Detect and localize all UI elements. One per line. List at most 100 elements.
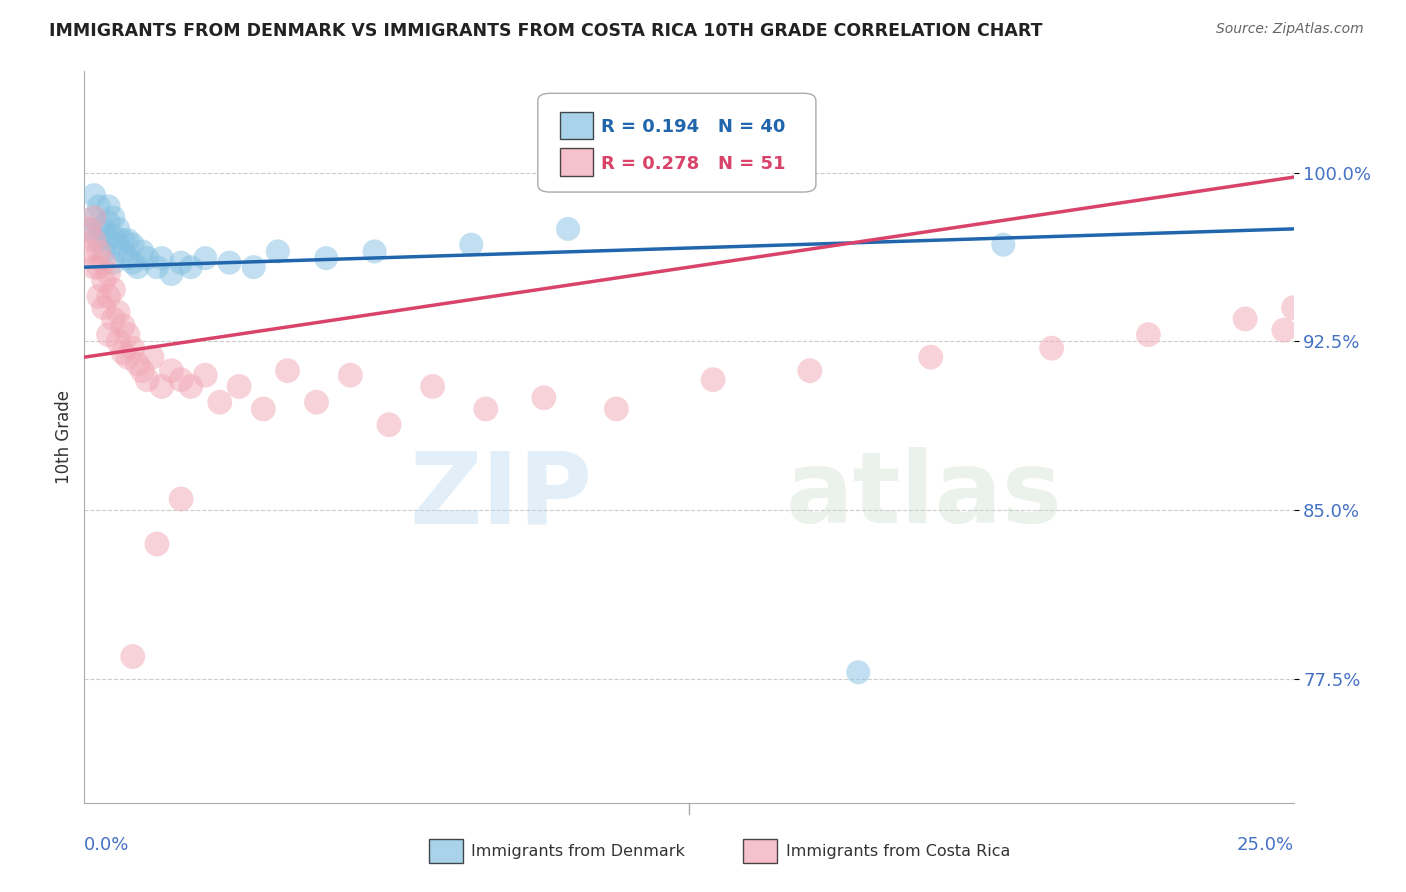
Point xyxy=(136,251,159,265)
Point xyxy=(170,373,193,387)
Point xyxy=(339,368,361,383)
Point xyxy=(378,417,401,432)
Point xyxy=(83,188,105,202)
Point xyxy=(305,395,328,409)
Point xyxy=(107,237,129,252)
Point xyxy=(131,244,153,259)
Point xyxy=(103,228,125,243)
Point xyxy=(702,373,724,387)
Point xyxy=(83,211,105,225)
Point xyxy=(121,341,143,355)
Point xyxy=(533,391,555,405)
Text: 25.0%: 25.0% xyxy=(1236,836,1294,854)
Point xyxy=(93,255,115,269)
Point xyxy=(107,222,129,236)
Point xyxy=(97,233,120,247)
Point xyxy=(170,255,193,269)
Point xyxy=(194,251,217,265)
Point xyxy=(218,255,240,269)
Point xyxy=(1137,327,1160,342)
Point xyxy=(121,649,143,664)
Text: Source: ZipAtlas.com: Source: ZipAtlas.com xyxy=(1216,22,1364,37)
FancyBboxPatch shape xyxy=(429,839,463,863)
Point xyxy=(160,267,183,281)
Point xyxy=(121,255,143,269)
Point xyxy=(117,251,139,265)
Point xyxy=(77,244,100,259)
Point xyxy=(93,301,115,315)
Point xyxy=(83,233,105,247)
Point xyxy=(107,305,129,319)
FancyBboxPatch shape xyxy=(560,112,593,139)
Point xyxy=(208,395,231,409)
Text: atlas: atlas xyxy=(786,447,1063,544)
Point xyxy=(146,537,169,551)
Point xyxy=(194,368,217,383)
Point xyxy=(87,289,110,303)
Point xyxy=(846,665,869,680)
Y-axis label: 10th Grade: 10th Grade xyxy=(55,390,73,484)
Point xyxy=(103,283,125,297)
Text: ZIP: ZIP xyxy=(409,447,592,544)
FancyBboxPatch shape xyxy=(560,148,593,176)
Point xyxy=(363,244,385,259)
Point xyxy=(141,350,163,364)
Point xyxy=(117,350,139,364)
Point xyxy=(97,215,120,229)
Text: IMMIGRANTS FROM DENMARK VS IMMIGRANTS FROM COSTA RICA 10TH GRADE CORRELATION CHA: IMMIGRANTS FROM DENMARK VS IMMIGRANTS FR… xyxy=(49,22,1043,40)
Point xyxy=(77,222,100,236)
Point xyxy=(146,260,169,275)
Point xyxy=(97,327,120,342)
Text: 0.0%: 0.0% xyxy=(84,836,129,854)
Point xyxy=(87,199,110,213)
Point xyxy=(103,211,125,225)
FancyBboxPatch shape xyxy=(538,94,815,192)
Point xyxy=(252,401,274,416)
Point xyxy=(93,244,115,259)
Point xyxy=(170,491,193,506)
Point xyxy=(1282,301,1305,315)
Point xyxy=(475,401,498,416)
Point xyxy=(1040,341,1063,355)
Point xyxy=(112,233,135,247)
Point xyxy=(1272,323,1295,337)
Point xyxy=(799,364,821,378)
Point xyxy=(117,233,139,247)
Text: R = 0.278   N = 51: R = 0.278 N = 51 xyxy=(600,154,785,172)
Point xyxy=(103,312,125,326)
Point xyxy=(127,357,149,371)
Point xyxy=(83,211,105,225)
Point xyxy=(112,318,135,333)
Point xyxy=(87,260,110,275)
Point xyxy=(150,379,173,393)
Point xyxy=(87,244,110,259)
Point xyxy=(150,251,173,265)
Point xyxy=(93,222,115,236)
Text: Immigrants from Costa Rica: Immigrants from Costa Rica xyxy=(786,844,1010,859)
Point xyxy=(131,364,153,378)
Point xyxy=(180,379,202,393)
Point xyxy=(87,233,110,247)
Point xyxy=(557,222,579,236)
Point xyxy=(93,274,115,288)
Point xyxy=(460,237,482,252)
Point xyxy=(103,255,125,269)
Text: Immigrants from Denmark: Immigrants from Denmark xyxy=(471,844,685,859)
Point xyxy=(136,373,159,387)
Point xyxy=(97,289,120,303)
Point xyxy=(1234,312,1257,326)
Point xyxy=(112,345,135,359)
Point xyxy=(121,237,143,252)
Point xyxy=(127,260,149,275)
Point xyxy=(112,244,135,259)
Point xyxy=(117,327,139,342)
Point xyxy=(315,251,337,265)
Point xyxy=(920,350,942,364)
Point xyxy=(242,260,264,275)
Point xyxy=(180,260,202,275)
Point xyxy=(83,260,105,275)
Point xyxy=(107,334,129,349)
Point xyxy=(993,237,1015,252)
Point xyxy=(87,222,110,236)
Point xyxy=(77,222,100,236)
